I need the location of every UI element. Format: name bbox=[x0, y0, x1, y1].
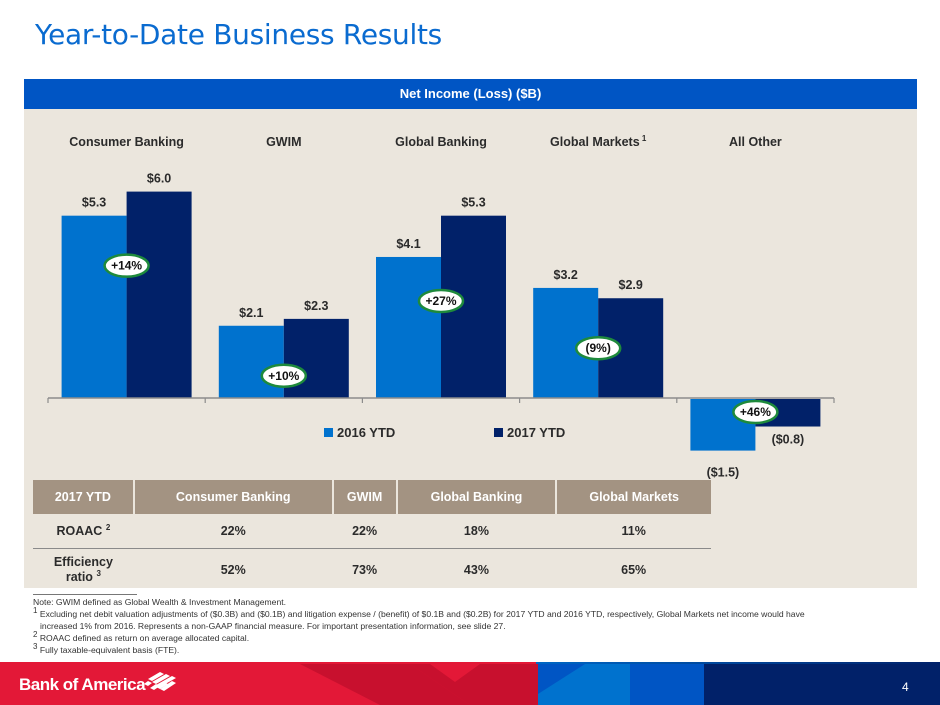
change-badge bbox=[260, 363, 308, 389]
change-label: (9%) bbox=[586, 341, 611, 355]
table-cell: 18% bbox=[396, 514, 557, 549]
footnote-ref: 3 bbox=[96, 569, 101, 579]
table-cell: 22% bbox=[332, 514, 397, 549]
brand-logo-text: Bank of America bbox=[19, 675, 146, 694]
table-cell: 11% bbox=[556, 514, 711, 549]
data-label: $2.3 bbox=[304, 299, 328, 313]
change-badge bbox=[417, 288, 465, 314]
footnote-text: Fully taxable-equivalent basis (FTE). bbox=[39, 645, 180, 655]
change-label: +27% bbox=[425, 294, 456, 308]
data-label: $5.3 bbox=[82, 196, 106, 210]
data-label: ($1.5) bbox=[707, 466, 740, 479]
change-label: +10% bbox=[268, 369, 299, 383]
change-badge bbox=[732, 399, 779, 425]
data-label: $6.0 bbox=[147, 172, 171, 186]
data-label: $3.2 bbox=[554, 268, 578, 282]
table-header: Global Banking bbox=[395, 480, 557, 514]
data-label: $4.1 bbox=[396, 237, 420, 251]
bar-2016 bbox=[376, 256, 441, 398]
table-cell: 22% bbox=[133, 514, 333, 549]
table-header: GWIM bbox=[331, 480, 397, 514]
legend-swatch bbox=[324, 428, 333, 437]
page-number: 4 bbox=[902, 680, 909, 694]
data-label: ($0.8) bbox=[772, 433, 805, 447]
table-header-row: 2017 YTD Consumer Banking GWIM Global Ba… bbox=[33, 480, 711, 514]
page-title: Year-to-Date Business Results bbox=[35, 18, 442, 51]
change-badge bbox=[103, 253, 150, 278]
row-label-text: Efficiency bbox=[53, 555, 113, 570]
footnote-text: ROAAC defined as return on average alloc… bbox=[39, 633, 250, 643]
footnote-note: Note: GWIM defined as Global Wealth & In… bbox=[33, 597, 286, 607]
table-cell: 73% bbox=[352, 562, 378, 577]
table-header: Consumer Banking bbox=[132, 480, 333, 514]
footnote-3: 3 Fully taxable-equivalent basis (FTE). bbox=[33, 642, 913, 656]
footnote-1: 1 Excluding net debit valuation adjustme… bbox=[33, 606, 913, 620]
stats-table: 2017 YTD Consumer Banking GWIM Global Ba… bbox=[33, 480, 711, 592]
footer-rule bbox=[0, 662, 940, 664]
flag-logo-icon bbox=[144, 672, 176, 691]
table-row-efficiency: Efficiency ratio 3 52% 73% 43% 65% bbox=[33, 548, 711, 592]
footnotes: Note: GWIM defined as Global Wealth & In… bbox=[33, 596, 913, 656]
footer-red-wedge bbox=[430, 664, 480, 682]
data-label: $2.1 bbox=[239, 306, 263, 320]
legend-label: 2016 YTD bbox=[337, 425, 395, 440]
footnote-number: 2 bbox=[33, 630, 38, 640]
data-label: $5.3 bbox=[461, 196, 485, 210]
table-row-roaac: ROAAC 2 22% 22% 18% 11% bbox=[33, 514, 711, 549]
footnote-divider bbox=[33, 594, 137, 595]
footer-blue-wedge bbox=[538, 664, 585, 694]
change-label: +14% bbox=[111, 259, 142, 273]
footnote-number: 1 bbox=[33, 606, 38, 616]
footnote-2: 2 ROAAC defined as return on average all… bbox=[33, 630, 913, 644]
table-cell: 52% bbox=[220, 562, 246, 577]
net-income-chart: Consumer Banking GWIM Global Banking Global… bbox=[47, 134, 835, 479]
row-label-text: ROAAC bbox=[56, 523, 103, 538]
footer-red-stripe bbox=[410, 664, 540, 705]
footer-mid-blue bbox=[630, 664, 705, 705]
panel-header: Net Income (Loss) ($B) bbox=[24, 79, 917, 109]
category-label: Global Banking bbox=[395, 135, 487, 149]
change-badge bbox=[574, 335, 622, 361]
footnote-1-cont: increased 1% from 2016. Represents a non… bbox=[40, 621, 506, 631]
change-label: +46% bbox=[740, 405, 771, 419]
footnote-ref: 2 bbox=[105, 522, 111, 532]
bar-2016 bbox=[61, 215, 127, 398]
footnote-number: 3 bbox=[33, 642, 38, 652]
footer-navy bbox=[704, 664, 940, 705]
category-label: Global Markets 1 bbox=[550, 134, 647, 149]
legend-label: 2017 YTD bbox=[507, 425, 565, 440]
table-header: 2017 YTD bbox=[33, 480, 134, 514]
category-label: Consumer Banking bbox=[69, 135, 184, 149]
row-label: ROAAC 2 bbox=[33, 514, 134, 549]
category-label: GWIM bbox=[266, 135, 301, 149]
table-cell: 65% bbox=[621, 562, 647, 577]
legend-swatch bbox=[494, 428, 503, 437]
bar-2017 bbox=[126, 191, 192, 398]
row-label-text: ratio bbox=[65, 570, 93, 585]
footer-band bbox=[0, 664, 940, 705]
footnote-text: Excluding net debit valuation adjustment… bbox=[39, 609, 805, 619]
data-label: $2.9 bbox=[619, 278, 643, 292]
bar-2016 bbox=[218, 325, 284, 398]
table-cell: 43% bbox=[463, 562, 489, 577]
table-header: Global Markets bbox=[555, 480, 711, 514]
row-label: Efficiency ratio 3 bbox=[33, 548, 134, 592]
category-label: All Other bbox=[729, 135, 782, 149]
footer-red-stripe bbox=[300, 664, 470, 705]
